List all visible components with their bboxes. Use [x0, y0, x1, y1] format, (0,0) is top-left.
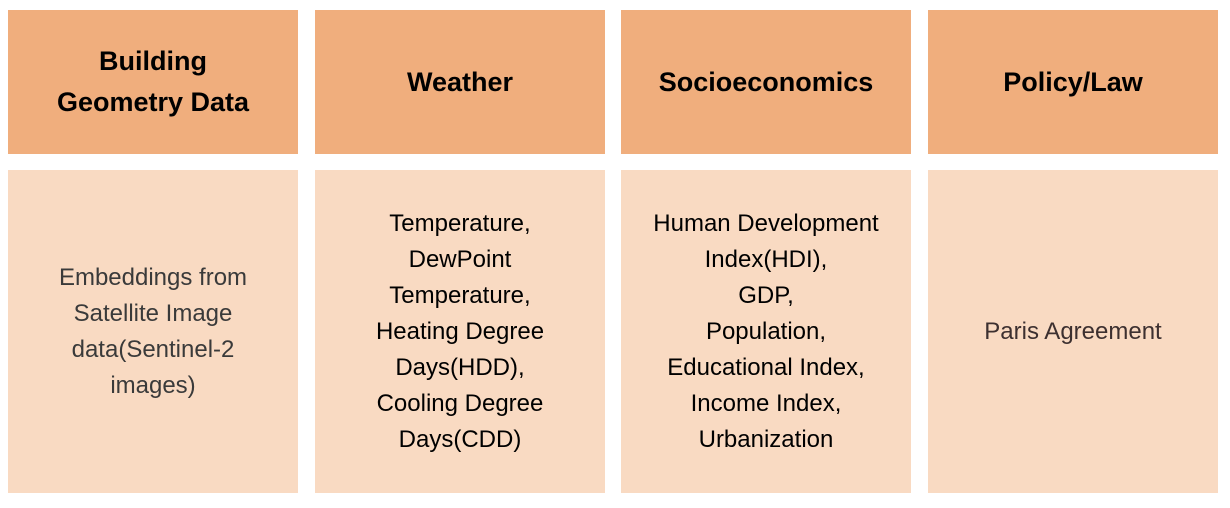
- cell-building-geometry-data: Embeddings from Satellite Image data(Sen…: [8, 170, 298, 493]
- cell-text: Paris Agreement: [984, 317, 1162, 345]
- cell-text: Temperature, DewPoint Temperature, Heati…: [375, 209, 545, 453]
- header-policy-law: Policy/Law: [928, 10, 1218, 154]
- header-label: Socioeconomics: [658, 66, 874, 97]
- header-socioeconomics: Socioeconomics: [621, 10, 911, 154]
- cell-text: Embeddings from Satellite Image data(Sen…: [58, 263, 248, 399]
- header-building-geometry-data: Building Geometry Data: [8, 10, 298, 154]
- header-weather: Weather: [315, 10, 605, 154]
- header-label: Building Geometry Data: [56, 46, 250, 117]
- header-label: Policy/Law: [1003, 66, 1143, 97]
- header-label: Weather: [406, 66, 514, 97]
- cell-text: Human Development Index(HDI), GDP, Popul…: [653, 209, 879, 453]
- cell-policy-law: Paris Agreement: [928, 170, 1218, 493]
- cell-socioeconomics: Human Development Index(HDI), GDP, Popul…: [621, 170, 911, 493]
- cell-weather: Temperature, DewPoint Temperature, Heati…: [315, 170, 605, 493]
